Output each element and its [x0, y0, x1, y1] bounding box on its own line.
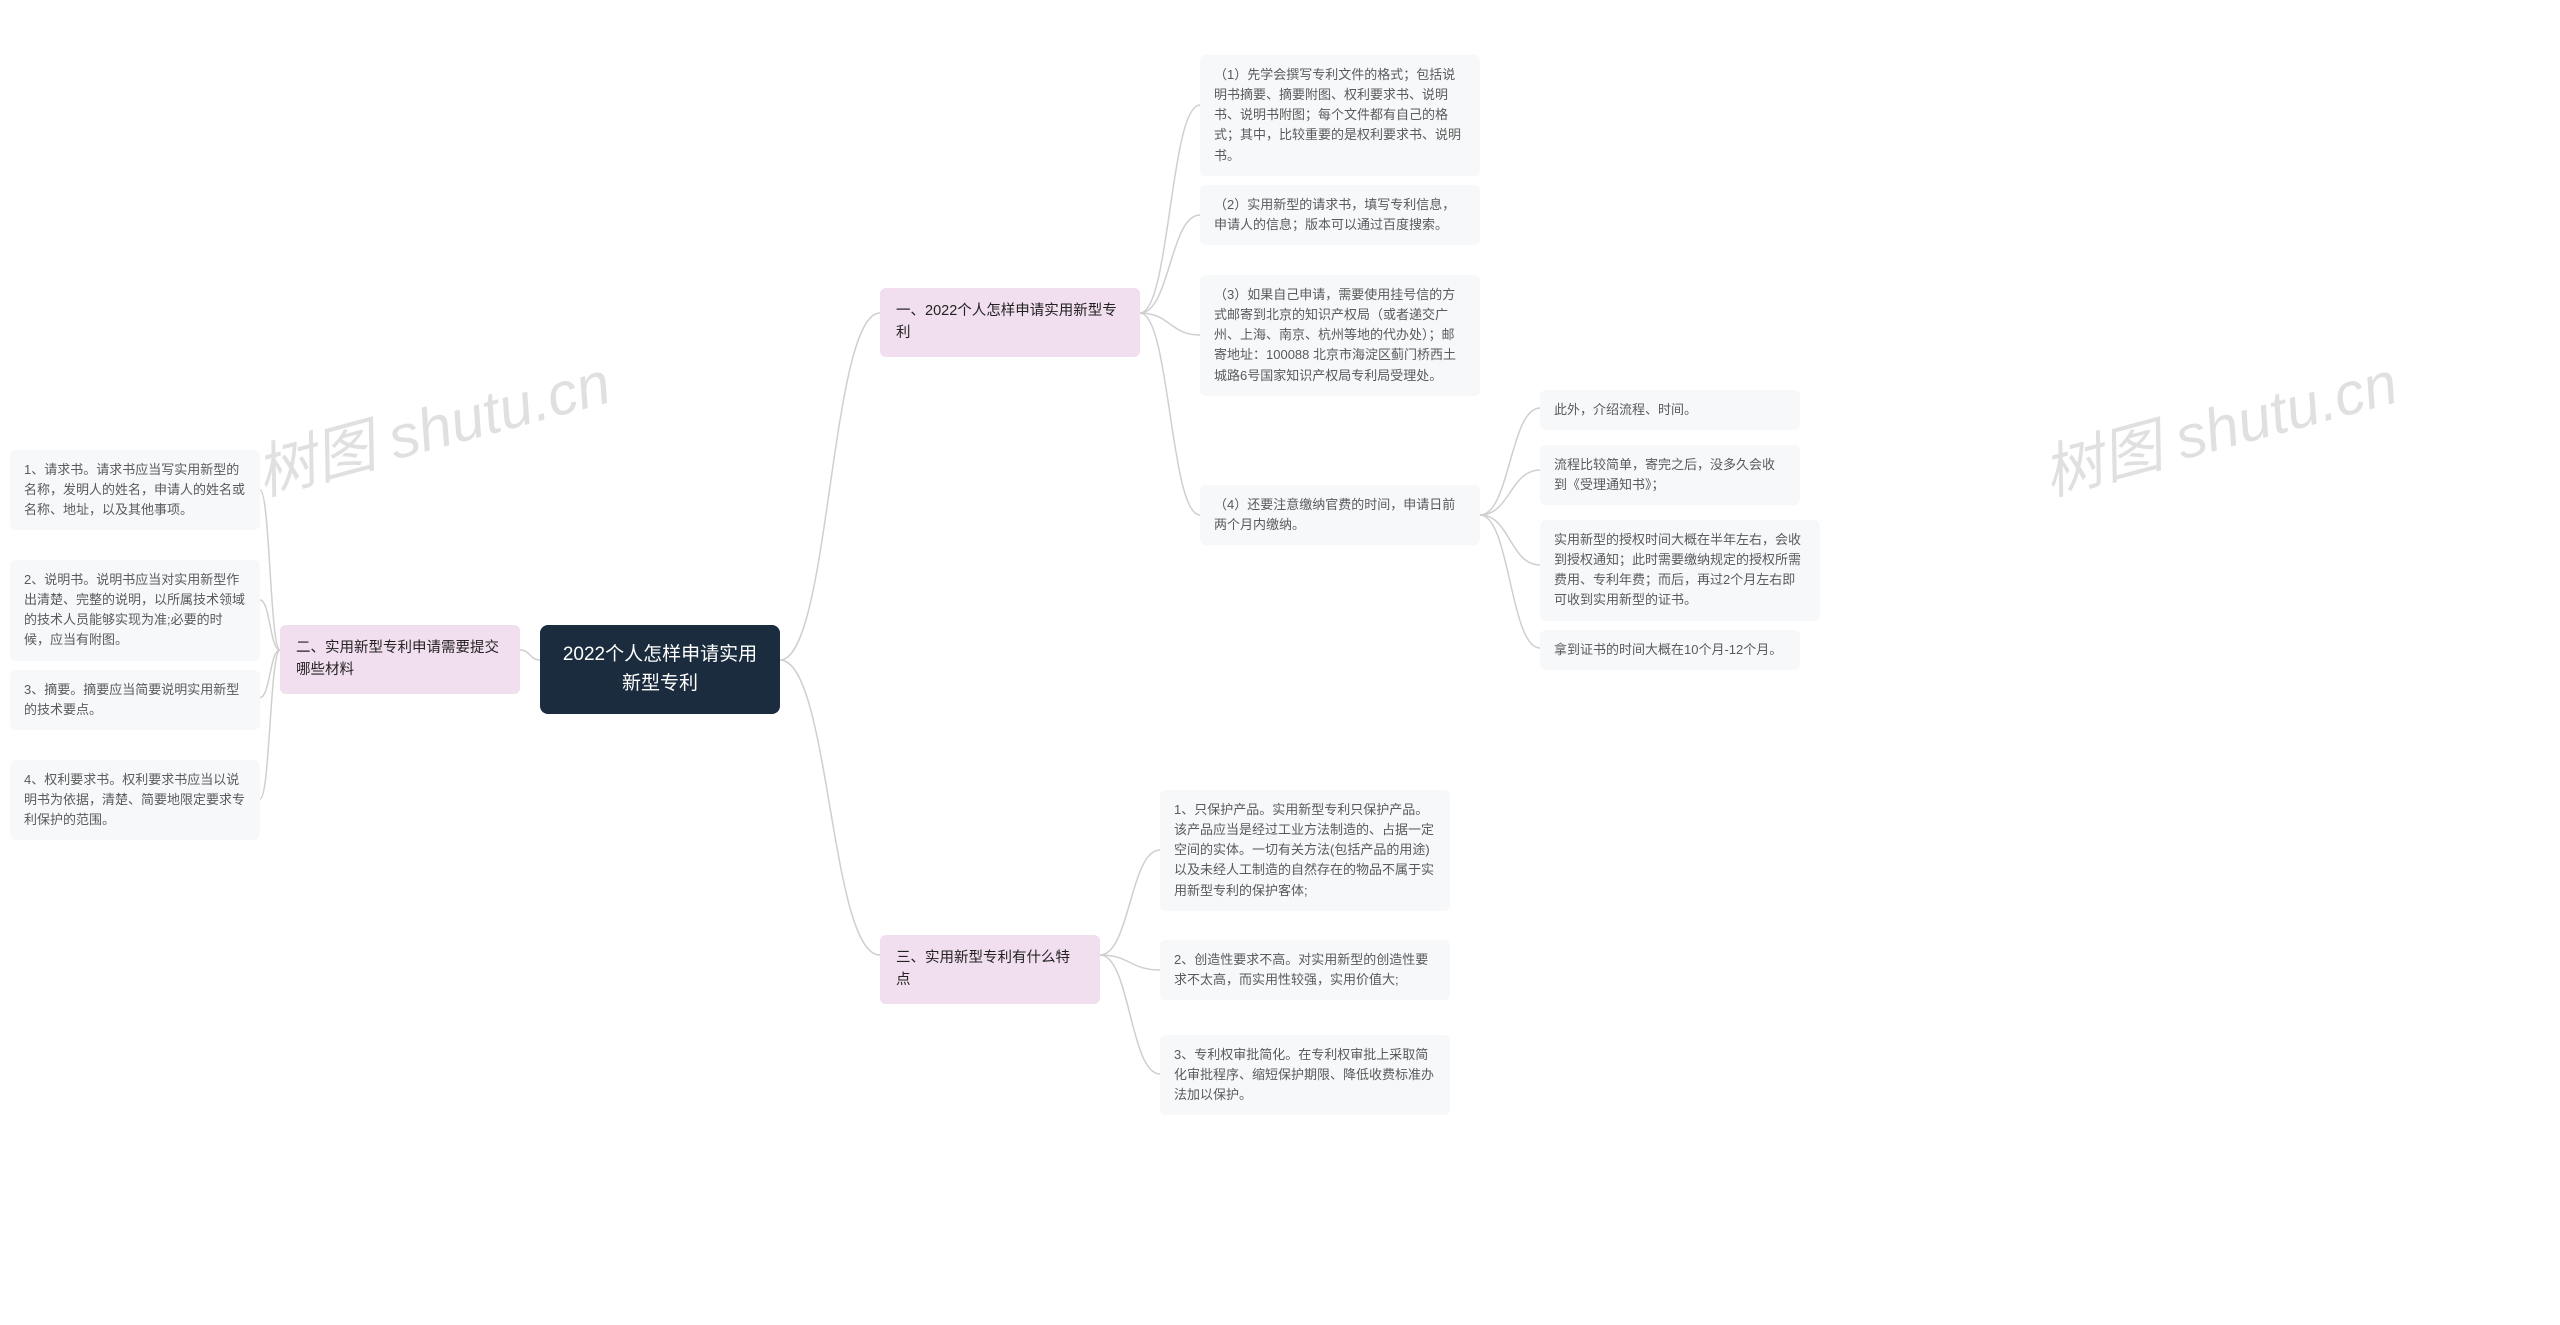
leaf-node-s2l4: 4、权利要求书。权利要求书应当以说明书为依据，清楚、简要地限定要求专利保护的范围… — [10, 760, 260, 840]
leaf-node-s1l3: （3）如果自己申请，需要使用挂号信的方式邮寄到北京的知识产权局（或者递交广州、上… — [1200, 275, 1480, 396]
leaf-node-s1l4b: 流程比较简单，寄完之后，没多久会收到《受理通知书》； — [1540, 445, 1800, 505]
watermark-2: 树图 shutu.cn — [2031, 334, 2405, 512]
leaf-node-s3l2: 2、创造性要求不高。对实用新型的创造性要求不太高，而实用性较强，实用价值大; — [1160, 940, 1450, 1000]
leaf-node-s3l3: 3、专利权审批简化。在专利权审批上采取简化审批程序、缩短保护期限、降低收费标准办… — [1160, 1035, 1450, 1115]
section-node-s1: 一、2022个人怎样申请实用新型专利 — [880, 288, 1140, 357]
leaf-node-s1l1: （1）先学会撰写专利文件的格式；包括说明书摘要、摘要附图、权利要求书、说明书、说… — [1200, 55, 1480, 176]
leaf-node-s1l4d: 拿到证书的时间大概在10个月-12个月。 — [1540, 630, 1800, 670]
leaf-node-s1l4c: 实用新型的授权时间大概在半年左右，会收到授权通知；此时需要缴纳规定的授权所需费用… — [1540, 520, 1820, 621]
section-node-s2: 二、实用新型专利申请需要提交哪些材料 — [280, 625, 520, 694]
leaf-node-s1l4a: 此外，介绍流程、时间。 — [1540, 390, 1800, 430]
leaf-node-s2l3: 3、摘要。摘要应当简要说明实用新型的技术要点。 — [10, 670, 260, 730]
leaf-node-s1l4: （4）还要注意缴纳官费的时间，申请日前两个月内缴纳。 — [1200, 485, 1480, 545]
watermark-1: 树图 shutu.cn — [245, 334, 619, 512]
leaf-node-s1l2: （2）实用新型的请求书，填写专利信息，申请人的信息；版本可以通过百度搜索。 — [1200, 185, 1480, 245]
leaf-node-s2l1: 1、请求书。请求书应当写实用新型的名称，发明人的姓名，申请人的姓名或名称、地址，… — [10, 450, 260, 530]
leaf-node-s3l1: 1、只保护产品。实用新型专利只保护产品。该产品应当是经过工业方法制造的、占据一定… — [1160, 790, 1450, 911]
root-node: 2022个人怎样申请实用新型专利 — [540, 625, 780, 714]
leaf-node-s2l2: 2、说明书。说明书应当对实用新型作出清楚、完整的说明，以所属技术领域的技术人员能… — [10, 560, 260, 661]
section-node-s3: 三、实用新型专利有什么特点 — [880, 935, 1100, 1004]
